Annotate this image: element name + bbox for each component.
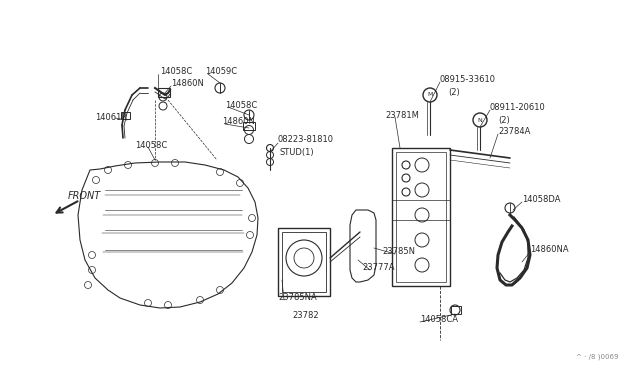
Bar [278, 228, 330, 296]
Text: 23785NA: 23785NA [278, 294, 317, 302]
Bar [282, 232, 326, 292]
Text: N: N [477, 118, 483, 122]
Text: 14058CA: 14058CA [420, 315, 458, 324]
Text: 23777A: 23777A [362, 263, 394, 273]
Text: 08915-33610: 08915-33610 [440, 76, 496, 84]
Text: M: M [428, 93, 433, 97]
Text: 14058C: 14058C [225, 100, 257, 109]
Bar [396, 152, 446, 282]
Text: 14860N: 14860N [171, 80, 204, 89]
Bar [243, 122, 255, 130]
Text: 23782: 23782 [292, 311, 319, 320]
Text: 23785N: 23785N [382, 247, 415, 257]
Bar [158, 88, 170, 97]
Bar [451, 306, 461, 314]
Text: 08223-81810: 08223-81810 [278, 135, 334, 144]
Text: 14059C: 14059C [205, 67, 237, 77]
Text: 14058C: 14058C [160, 67, 192, 77]
Text: 14058C: 14058C [135, 141, 167, 150]
Text: 14058DA: 14058DA [522, 196, 561, 205]
Bar [121, 112, 130, 119]
Text: ^ · /8 )0069: ^ · /8 )0069 [575, 353, 618, 360]
Text: (2): (2) [498, 115, 509, 125]
Text: FRONT: FRONT [68, 191, 101, 201]
Text: 23784A: 23784A [498, 128, 531, 137]
Text: STUD(1): STUD(1) [280, 148, 315, 157]
Text: 23781M: 23781M [385, 110, 419, 119]
Text: 14860NA: 14860NA [530, 246, 568, 254]
Bar [392, 148, 450, 286]
Text: 14860N: 14860N [222, 118, 255, 126]
Text: 08911-20610: 08911-20610 [490, 103, 546, 112]
Text: (2): (2) [448, 87, 460, 96]
Text: 14061R: 14061R [95, 113, 127, 122]
